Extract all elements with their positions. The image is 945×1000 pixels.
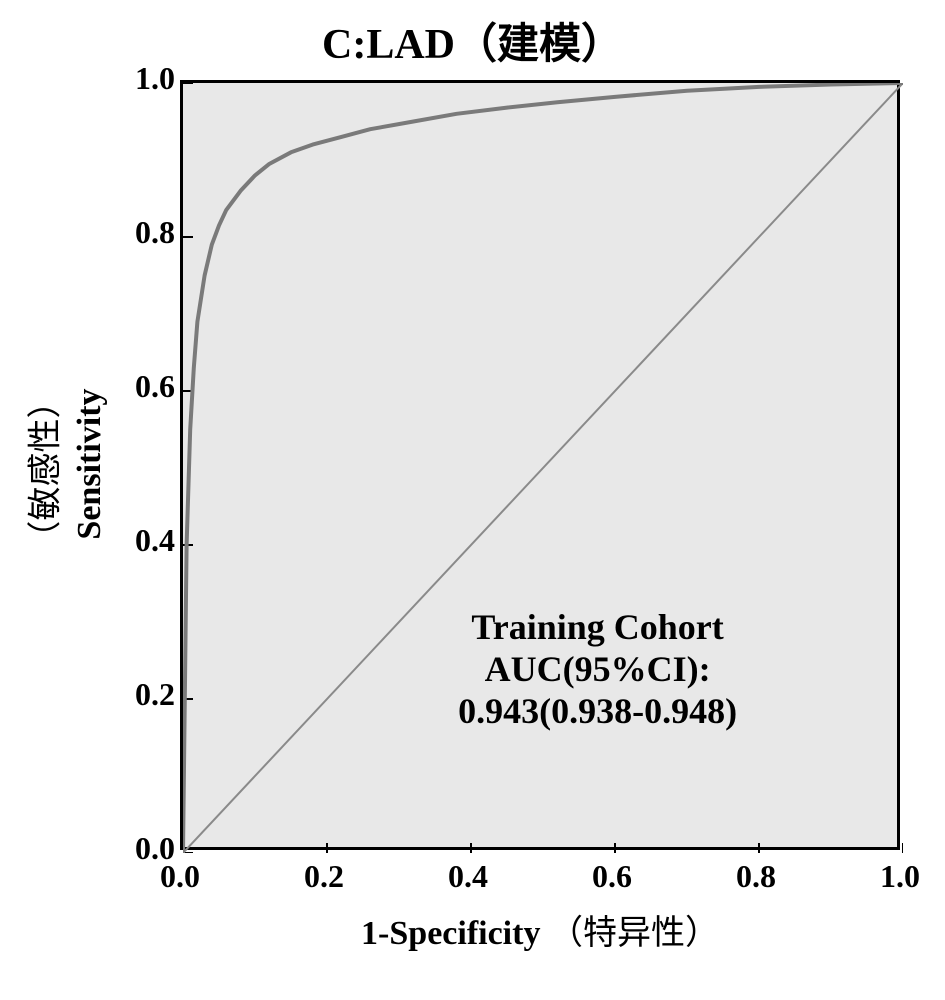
y-tick-label: 0.4 bbox=[95, 522, 175, 559]
x-axis-label-cn: （特异性） bbox=[549, 915, 719, 952]
y-tick-label: 0.0 bbox=[95, 830, 175, 867]
y-tick-label: 0.8 bbox=[95, 214, 175, 251]
plot-svg bbox=[183, 83, 903, 853]
x-tick-label: 0.6 bbox=[572, 858, 652, 895]
x-tick-label: 0.4 bbox=[428, 858, 508, 895]
chart-container: C:LAD（建模） Sensitivity （敏感性） 1-Specificit… bbox=[0, 0, 945, 1000]
x-axis-label-en: 1-Specificity bbox=[361, 915, 540, 952]
plot-area bbox=[180, 80, 900, 850]
x-tick-label: 0.2 bbox=[284, 858, 364, 895]
x-axis-label: 1-Specificity （特异性） bbox=[180, 905, 900, 954]
y-tick-label: 1.0 bbox=[95, 60, 175, 97]
x-tick-label: 1.0 bbox=[860, 858, 940, 895]
y-tick-label: 0.2 bbox=[95, 676, 175, 713]
auc-annotation: Training Cohort AUC(95%CI): 0.943(0.938-… bbox=[368, 606, 828, 732]
y-axis-label-cn: （敏感性） bbox=[18, 340, 67, 600]
x-tick-label: 0.8 bbox=[716, 858, 796, 895]
y-tick-label: 0.6 bbox=[95, 368, 175, 405]
